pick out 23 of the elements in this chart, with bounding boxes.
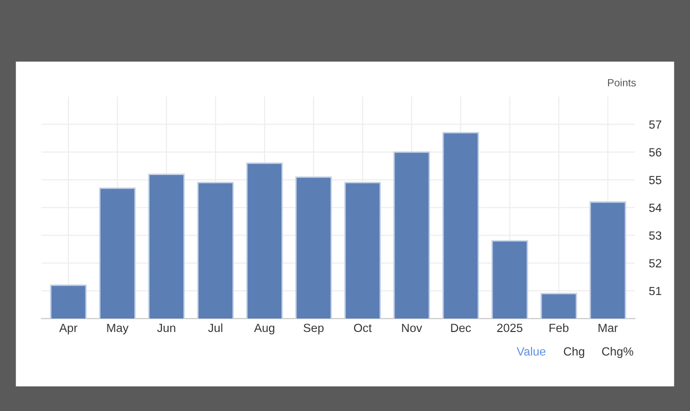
x-tick-label: Oct [354,324,372,332]
y-tick-label: 54 [649,204,662,212]
y-tick-label: 51 [649,286,662,296]
x-tick-label: 2025 [497,324,522,332]
y-tick-label: 55 [649,176,662,184]
text: Chg% [602,346,634,358]
x-tick-label: Jun [157,324,176,332]
text: Chg [564,346,584,358]
y-axis-title: Points [608,78,636,86]
x-tick-label: Aug [254,324,274,334]
x-tick-label: Jul [208,323,222,332]
x-tick-label: Dec [451,324,471,332]
x-tick-label: Feb [550,323,568,332]
y-tick-label: 57 [649,120,662,129]
x-tick-label: May [107,324,129,334]
y-tick-label: 53 [649,231,662,240]
text: Value [516,346,546,356]
y-tick-label: 52 [649,259,662,268]
x-tick-label: Mar [598,324,618,332]
x-tick-label: Apr [59,324,78,334]
y-tick-label: 56 [649,148,662,156]
x-tick-label: Nov [402,324,422,332]
x-tick-label: Sep [304,324,324,334]
